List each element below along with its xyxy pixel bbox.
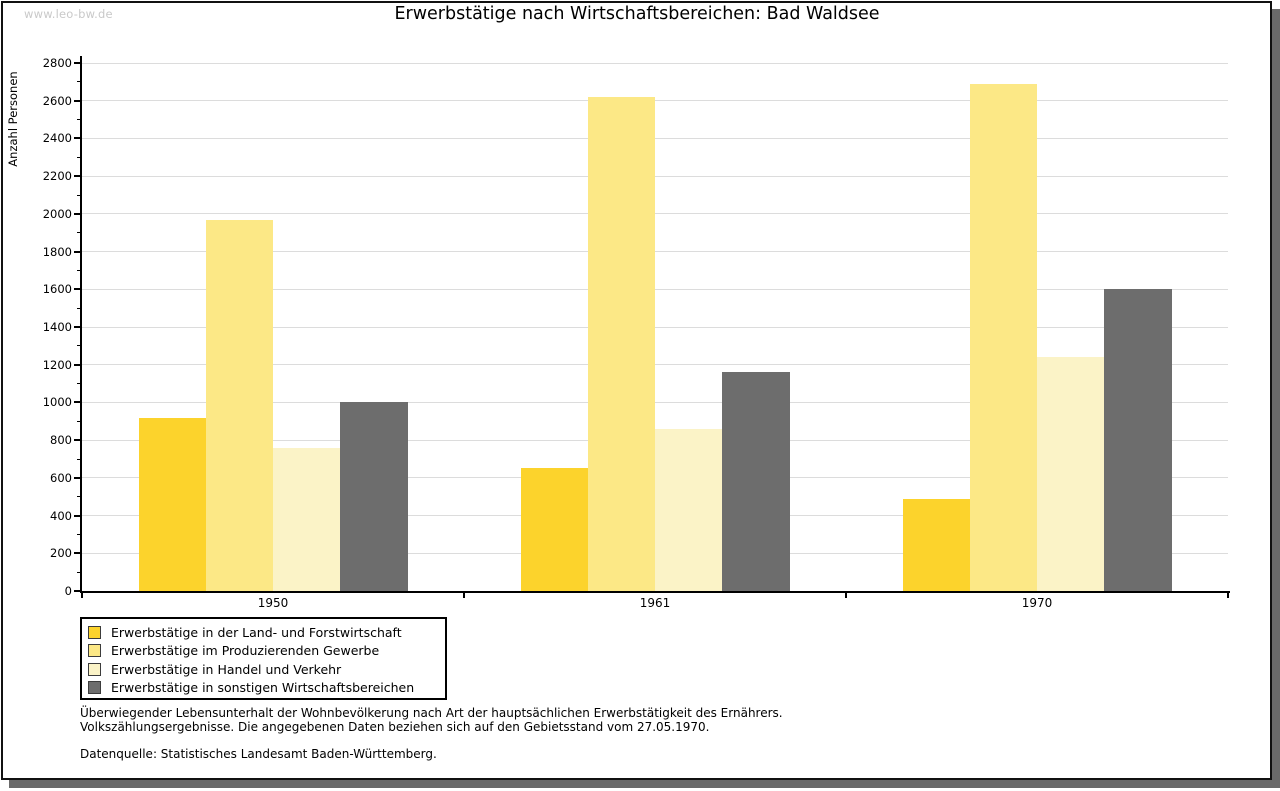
plot-area [82, 62, 1228, 591]
x-category-label-1961: 1961 [639, 596, 671, 610]
footnote-source: Datenquelle: Statistisches Landesamt Bad… [80, 747, 437, 761]
legend-label: Erwerbstätige in der Land- und Forstwirt… [111, 624, 402, 640]
y-minor-tick-1700 [77, 269, 81, 271]
legend-row-4: Erwerbstätige in sonstigen Wirtschaftsbe… [88, 679, 445, 698]
bar-1970-series-1 [902, 499, 970, 591]
bar-1970-series-2 [969, 84, 1037, 591]
y-tick-label-2200: 2200 [42, 169, 72, 184]
legend-box: Erwerbstätige in der Land- und Forstwirt… [80, 617, 447, 700]
y-tick-600 [74, 476, 81, 479]
legend-row-2: Erwerbstätige im Produzierenden Gewerbe [88, 642, 445, 661]
y-minor-tick-2500 [77, 119, 81, 121]
x-category-label-1950: 1950 [257, 596, 289, 610]
x-tick-0 [81, 593, 83, 598]
gridline-1600 [82, 288, 1228, 290]
y-tick-label-1400: 1400 [42, 320, 72, 334]
y-tick-label-1200: 1200 [42, 357, 72, 372]
y-tick-label-800: 800 [50, 433, 72, 448]
y-tick-0 [74, 590, 81, 592]
y-minor-tick-300 [77, 533, 81, 535]
footnote-line-1: Überwiegender Lebensunterhalt der Wohnbe… [80, 706, 783, 720]
y-tick-label-2000: 2000 [42, 206, 72, 221]
bar-1961-series-4 [722, 372, 790, 591]
y-minor-tick-100 [77, 571, 81, 573]
y-tick-label-1000: 1000 [42, 395, 72, 410]
y-minor-tick-1500 [77, 307, 81, 309]
y-tick-label-2600: 2600 [42, 93, 72, 108]
legend-label: Erwerbstätige in Handel und Verkehr [111, 661, 342, 677]
y-tick-label-1800: 1800 [42, 244, 72, 259]
gridline-1000 [82, 401, 1228, 403]
x-tick-2 [845, 593, 847, 598]
y-tick-1200 [74, 363, 81, 366]
bar-1950-series-4 [340, 402, 408, 591]
x-axis-line [80, 591, 1230, 593]
y-axis-label: Anzahl Personen [6, 71, 20, 167]
legend-label: Erwerbstätige im Produzierenden Gewerbe [111, 643, 380, 659]
y-tick-800 [74, 439, 81, 442]
x-tick-3 [1227, 593, 1229, 598]
bar-1961-series-2 [587, 97, 655, 591]
y-tick-2200 [74, 175, 81, 178]
gridline-2600 [82, 100, 1228, 102]
footnote-line-2: Volkszählungsergebnisse. Die angegebenen… [80, 720, 710, 734]
y-tick-label-600: 600 [50, 470, 72, 485]
y-tick-2800 [74, 62, 81, 64]
y-tick-1400 [74, 326, 81, 328]
y-tick-label-400: 400 [50, 508, 72, 523]
bar-1970-series-4 [1104, 289, 1172, 591]
y-minor-tick-500 [77, 496, 81, 498]
gridline-1400 [82, 326, 1228, 328]
chart-title: Erwerbstätige nach Wirtschaftsbereichen:… [394, 4, 880, 24]
y-tick-1800 [74, 250, 81, 253]
y-tick-label-0: 0 [64, 584, 72, 598]
y-minor-tick-1100 [77, 383, 81, 385]
bar-1950-series-2 [205, 220, 273, 591]
y-minor-tick-1300 [77, 345, 81, 347]
legend-swatch-icon [88, 662, 101, 676]
bar-1961-series-3 [655, 429, 723, 591]
y-axis-line [80, 56, 82, 593]
bar-1970-series-3 [1037, 357, 1105, 591]
y-minor-tick-2300 [77, 156, 81, 158]
y-tick-200 [74, 552, 81, 555]
bar-1950-series-3 [273, 448, 341, 591]
bar-1961-series-1 [520, 468, 588, 591]
bar-1950-series-1 [138, 418, 206, 591]
gridline-1800 [82, 251, 1228, 253]
legend-label: Erwerbstätige in sonstigen Wirtschaftsbe… [111, 680, 415, 696]
legend-swatch-icon [88, 625, 101, 639]
x-tick-1 [463, 593, 465, 598]
legend-row-3: Erwerbstätige in Handel und Verkehr [88, 660, 445, 679]
y-tick-label-1600: 1600 [42, 282, 72, 297]
y-tick-label-2800: 2800 [42, 56, 72, 70]
y-tick-label-2400: 2400 [42, 131, 72, 146]
y-tick-1600 [74, 288, 81, 291]
gridline-2800 [82, 62, 1228, 64]
x-category-label-1970: 1970 [1021, 596, 1053, 610]
legend-row-1: Erwerbstätige in der Land- und Forstwirt… [88, 623, 445, 642]
y-tick-2000 [74, 212, 81, 215]
y-tick-400 [74, 514, 81, 517]
y-tick-2400 [74, 137, 81, 140]
gridline-2400 [82, 137, 1228, 139]
legend-swatch-icon [88, 681, 101, 695]
legend-swatch-icon [88, 644, 101, 658]
y-minor-tick-900 [77, 420, 81, 422]
y-tick-1000 [74, 401, 81, 404]
y-minor-tick-1900 [77, 232, 81, 234]
gridline-2200 [82, 175, 1228, 177]
y-minor-tick-2100 [77, 194, 81, 196]
y-tick-label-200: 200 [50, 546, 72, 561]
watermark-leo-bw: www.leo-bw.de [24, 7, 113, 21]
y-minor-tick-700 [77, 458, 81, 460]
y-tick-2600 [74, 99, 81, 102]
gridline-1200 [82, 364, 1228, 366]
gridline-2000 [82, 213, 1228, 215]
y-minor-tick-2700 [77, 81, 81, 83]
